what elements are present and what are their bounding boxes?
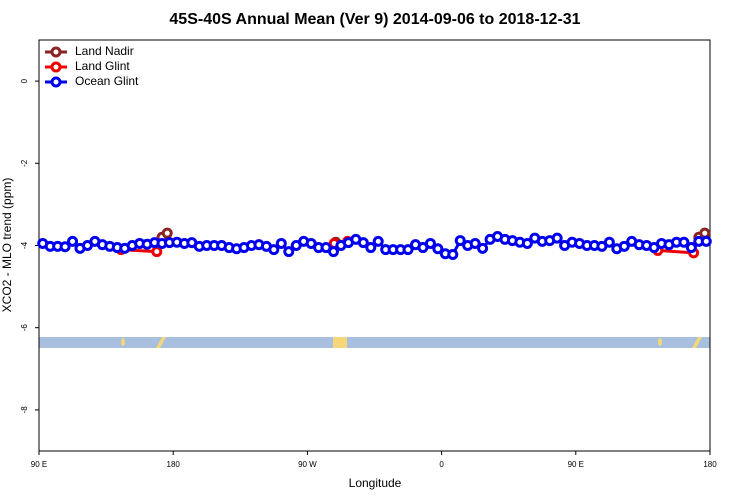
point (618, 240, 630, 252)
point (327, 246, 339, 258)
series-line (161, 231, 706, 239)
y-tick-label: -8 (20, 406, 29, 414)
point (699, 227, 711, 239)
y-tick-label: -2 (20, 159, 29, 167)
point (700, 235, 712, 247)
point (685, 242, 697, 254)
ocean-strip (39, 337, 710, 348)
point (402, 244, 414, 256)
point (424, 237, 436, 249)
point (283, 246, 295, 258)
point (603, 236, 615, 248)
point (161, 227, 173, 239)
land-patch (692, 337, 702, 348)
x-axis-label: Longitude (349, 476, 402, 490)
y-axis-label: XCO2 - MLO trend (ppm) (0, 178, 14, 313)
y-tick-label: 0 (20, 78, 29, 83)
legend-label: Ocean Glint (75, 74, 139, 88)
y-tick-label: -6 (20, 324, 29, 332)
x-tick-label: 90 W (298, 460, 317, 469)
land-ocean-strip (39, 337, 710, 348)
point (67, 235, 79, 247)
point (454, 235, 466, 247)
point (447, 249, 459, 261)
land-patch (121, 338, 125, 346)
point (551, 232, 563, 244)
land-patch (333, 337, 347, 348)
land-patch (658, 338, 662, 346)
legend-marker (50, 61, 62, 73)
legend-label: Land Glint (75, 59, 130, 73)
point (365, 242, 377, 254)
point (469, 237, 481, 249)
point (521, 237, 533, 249)
point (59, 241, 71, 253)
x-tick-label: 180 (167, 460, 181, 469)
x-tick-label: 90 E (568, 460, 584, 469)
series (37, 230, 712, 261)
x-tick-label: 0 (439, 460, 444, 469)
chart-title: 45S-40S Annual Mean (Ver 9) 2014-09-06 t… (169, 11, 580, 28)
point (372, 235, 384, 247)
point (275, 237, 287, 249)
point (268, 244, 280, 256)
y-tick-label: -4 (20, 241, 29, 249)
point (151, 246, 163, 258)
legend-marker (50, 46, 62, 58)
legend-label: Land Nadir (75, 44, 134, 58)
point (678, 236, 690, 248)
point (477, 242, 489, 254)
point (357, 237, 369, 249)
point (432, 243, 444, 255)
x-tick-label: 180 (703, 460, 717, 469)
legend-marker (50, 76, 62, 88)
land-patch (156, 337, 166, 348)
x-tick-label: 90 E (31, 460, 47, 469)
